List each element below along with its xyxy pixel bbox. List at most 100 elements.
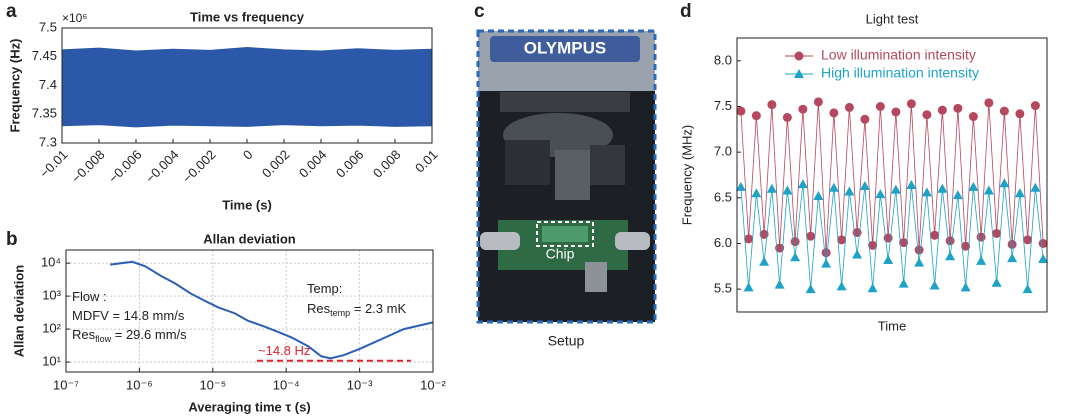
- y-tick-label: 5.5: [714, 281, 732, 296]
- annotation: ~14.8 Hz: [258, 343, 310, 358]
- x-tick-label: 0.01: [412, 147, 441, 176]
- y-tick-label: 10²: [42, 321, 61, 336]
- marker: [1022, 284, 1033, 294]
- connector: [480, 232, 520, 250]
- legend-marker: [794, 51, 804, 61]
- panel-label: b: [6, 229, 18, 250]
- plot-frame: [736, 37, 1048, 313]
- objective: [590, 145, 625, 185]
- photo-caption: Setup: [548, 333, 585, 349]
- x-tick-label: −0.008: [69, 147, 108, 186]
- marker: [1038, 239, 1048, 248]
- marker: [821, 248, 831, 258]
- marker: [1007, 239, 1017, 249]
- plot-frame: [61, 27, 433, 144]
- marker: [767, 100, 777, 110]
- y-multiplier: ×10⁶: [62, 11, 87, 25]
- marker: [883, 254, 894, 264]
- x-axis-label: Time: [878, 318, 906, 333]
- marker: [798, 104, 808, 114]
- marker: [744, 234, 754, 244]
- marker: [782, 112, 792, 122]
- y-axis-label: Frequency (MHz): [679, 125, 694, 225]
- marker: [1030, 182, 1041, 192]
- marker: [976, 255, 987, 265]
- marker: [859, 180, 870, 190]
- marker: [906, 99, 916, 109]
- marker: [1023, 235, 1033, 245]
- marker: [821, 258, 832, 268]
- y-axis-label: Frequency (Hz): [7, 39, 22, 133]
- panel-label: a: [6, 1, 17, 22]
- band: [61, 47, 433, 128]
- annotation-text: ~14.8 Hz: [258, 343, 310, 358]
- marker: [837, 235, 847, 245]
- series-line: [740, 183, 1044, 290]
- annotation-sub: flow: [95, 334, 112, 344]
- marker: [775, 243, 785, 253]
- panel: Time vs frequency Time (s) Frequency (Hz) ×…: [7, 9, 440, 212]
- marker: [852, 249, 863, 259]
- panel-label: d: [680, 1, 692, 22]
- marker: [813, 191, 824, 201]
- y-tick-label: 7.4: [39, 77, 57, 92]
- y-tick-label: 8.0: [714, 52, 732, 67]
- marker: [937, 183, 948, 193]
- series-line: [740, 101, 1044, 253]
- annotation: Flow :: [72, 289, 107, 304]
- annotation-text: Res: [307, 301, 331, 316]
- panel-label: c: [474, 1, 485, 22]
- marker: [759, 256, 770, 266]
- marker: [952, 190, 963, 200]
- marker: [805, 284, 816, 294]
- x-axis-label: Time (s): [222, 197, 272, 212]
- marker: [983, 185, 994, 195]
- marker: [999, 178, 1010, 188]
- x-tick-label: −0.002: [180, 147, 219, 186]
- chart-title: Time vs frequency: [190, 9, 305, 24]
- marker: [860, 114, 870, 124]
- marker: [961, 241, 971, 251]
- chart-title: Allan deviation: [203, 231, 296, 246]
- legend-label: High illumination intensity: [821, 65, 979, 81]
- marker: [945, 236, 955, 246]
- annotation-text: Temp:: [307, 281, 342, 296]
- y-tick-label: 10³: [42, 288, 61, 303]
- marker: [992, 228, 1002, 238]
- chip: [542, 226, 588, 242]
- y-tick-label: 10⁴: [41, 255, 61, 270]
- y-axis-label: Allan deviation: [11, 265, 26, 358]
- chip-label: Chip: [546, 246, 575, 262]
- marker: [891, 107, 901, 117]
- marker: [813, 97, 823, 107]
- legend-marker: [794, 69, 804, 78]
- x-tick-label: 10⁻⁴: [273, 377, 300, 392]
- chart-title: Light test: [866, 11, 919, 26]
- marker: [922, 110, 932, 120]
- annotation-text: MDFV = 14.8 mm/s: [72, 308, 185, 323]
- photo: OLYMPUS Chip Setup: [476, 29, 657, 349]
- annotation-tail: = 2.3 mK: [350, 301, 406, 316]
- x-tick-label: 0.002: [259, 147, 293, 181]
- marker: [1030, 101, 1040, 111]
- panel: Light test Time Frequency (MHz) 5.5 6.0 6.5 7.…: [679, 11, 1049, 333]
- y-tick-label: 7.5: [39, 19, 57, 34]
- annotation-tail: = 29.6 mm/s: [111, 327, 187, 342]
- y-tick-label: 6.0: [714, 235, 732, 250]
- marker: [1038, 254, 1049, 264]
- x-tick-label: 10⁻²: [420, 377, 446, 392]
- objective: [555, 150, 590, 200]
- brand: OLYMPUS: [524, 38, 607, 57]
- marker: [914, 257, 925, 267]
- marker: [797, 179, 808, 189]
- annotation: Resflow = 29.6 mm/s: [72, 327, 187, 344]
- marker: [921, 187, 932, 197]
- x-tick-label: 10⁻⁵: [199, 377, 226, 392]
- x-tick-label: 0: [240, 147, 256, 163]
- y-tick-label: 7.45: [32, 48, 57, 63]
- x-tick-label: 10⁻⁶: [126, 377, 153, 392]
- marker: [929, 280, 940, 290]
- marker: [890, 184, 901, 194]
- y-tick-label: 7.0: [714, 144, 732, 159]
- marker: [751, 111, 761, 121]
